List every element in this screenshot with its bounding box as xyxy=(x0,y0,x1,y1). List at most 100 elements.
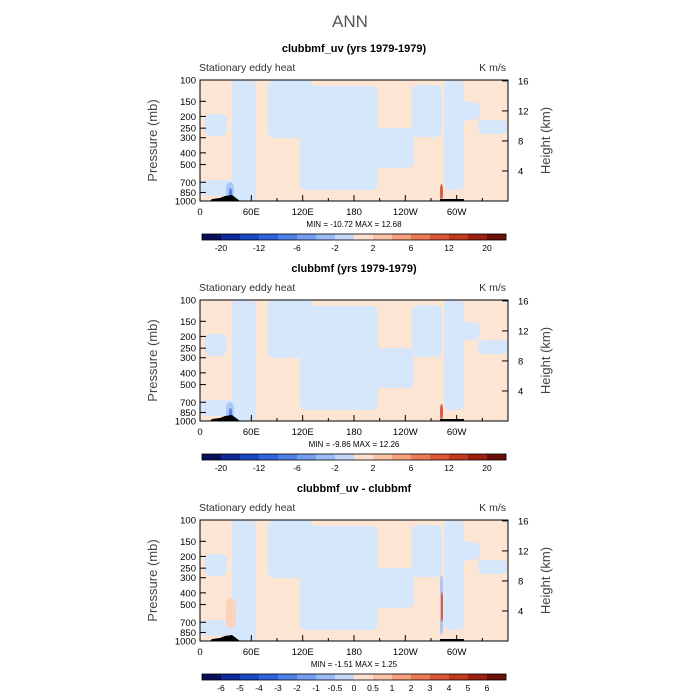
colorbar-swatch xyxy=(259,234,279,240)
colorbar-swatch xyxy=(411,234,431,240)
y-right-tick-label: 12 xyxy=(518,326,529,337)
negative-region xyxy=(460,322,480,340)
colorbar-label: 3 xyxy=(428,683,433,693)
y-tick-label: 700 xyxy=(180,398,196,409)
colorbar-swatch xyxy=(392,454,412,460)
positive-anomaly xyxy=(226,598,236,628)
colorbar-swatch xyxy=(487,674,507,680)
colorbar-swatch xyxy=(221,674,241,680)
topography xyxy=(440,199,464,201)
y-right-tick-label: 16 xyxy=(518,296,529,307)
colorbar-swatch xyxy=(430,234,450,240)
y-right-tick-label: 16 xyxy=(518,76,529,87)
colorbar-swatch xyxy=(316,454,336,460)
topography xyxy=(440,639,464,641)
negative-region xyxy=(372,348,414,388)
y-tick-label: 300 xyxy=(180,133,196,144)
y-tick-label: 250 xyxy=(180,124,196,135)
colorbar-frame xyxy=(201,453,507,461)
colorbar-swatch xyxy=(316,234,336,240)
positive-core xyxy=(440,184,443,200)
colorbar-swatch xyxy=(278,234,298,240)
x-tick-label: 60W xyxy=(447,427,467,438)
y-right-tick-label: 12 xyxy=(518,106,529,117)
y-tick-label: 1000 xyxy=(175,637,196,648)
colorbar-swatch xyxy=(335,454,355,460)
contour-field xyxy=(200,520,508,641)
x-tick-label: 60W xyxy=(447,207,467,218)
x-tick-label: 120E xyxy=(292,207,314,218)
negative-region xyxy=(412,525,442,577)
colorbar-swatch xyxy=(487,454,507,460)
colorbar-label: -2 xyxy=(293,683,301,693)
colorbar-swatch xyxy=(487,234,507,240)
colorbar-swatch xyxy=(468,674,488,680)
y-right-axis-label: Height (km) xyxy=(538,547,553,614)
x-tick-label: 0 xyxy=(197,647,202,658)
negative-region xyxy=(372,128,414,168)
min-max-label: MIN = -10.72 MAX = 12.68 xyxy=(306,220,402,229)
x-tick-label: 120W xyxy=(393,647,418,658)
colorbar-label: -6 xyxy=(293,463,301,473)
colorbar-swatch xyxy=(259,454,279,460)
negative-region xyxy=(478,340,508,354)
colorbar-label: 6 xyxy=(409,243,414,253)
x-tick-label: 120W xyxy=(393,427,418,438)
colorbar-label: -20 xyxy=(215,243,228,253)
negative-region xyxy=(300,306,378,410)
colorbar-swatch xyxy=(221,454,241,460)
y-tick-label: 200 xyxy=(180,112,196,123)
negative-region xyxy=(232,300,256,421)
y-tick-label: 100 xyxy=(180,516,196,527)
y-right-tick-label: 8 xyxy=(518,356,523,367)
colorbar-swatch xyxy=(221,234,241,240)
y-tick-label: 400 xyxy=(180,588,196,599)
panel-title: clubbmf (yrs 1979-1979) xyxy=(291,263,417,275)
y-tick-label: 250 xyxy=(180,344,196,355)
colorbar-label: 2 xyxy=(371,463,376,473)
negative-region xyxy=(205,114,227,136)
x-tick-label: 120E xyxy=(292,647,314,658)
colorbar-label: 2 xyxy=(371,243,376,253)
negative-region xyxy=(300,86,378,190)
y-tick-label: 500 xyxy=(180,380,196,391)
colorbar-label: -2 xyxy=(331,243,339,253)
colorbar-swatch xyxy=(297,674,317,680)
x-tick-label: 60E xyxy=(243,207,260,218)
y-right-tick-label: 12 xyxy=(518,546,529,557)
colorbar-swatch xyxy=(259,674,279,680)
y-right-axis-label: Height (km) xyxy=(538,327,553,394)
colorbar-label: 2 xyxy=(409,683,414,693)
y-tick-label: 500 xyxy=(180,600,196,611)
y-right-tick-label: 8 xyxy=(518,576,523,587)
y-tick-label: 700 xyxy=(180,618,196,629)
colorbar-swatch xyxy=(449,674,469,680)
negative-region xyxy=(205,554,227,576)
x-tick-label: 180 xyxy=(346,427,362,438)
colorbar-swatch xyxy=(354,674,374,680)
y-tick-label: 1000 xyxy=(175,197,196,208)
y-axis-label: Pressure (mb) xyxy=(145,99,160,181)
colorbar-swatch xyxy=(240,454,260,460)
topography xyxy=(440,419,464,421)
colorbar-label: 12 xyxy=(444,243,454,253)
x-tick-label: 60E xyxy=(243,427,260,438)
y-tick-label: 150 xyxy=(180,537,196,548)
y-tick-label: 200 xyxy=(180,552,196,563)
panel-1: clubbmf_uv (yrs 1979-1979) Stationary edd… xyxy=(145,43,553,253)
colorbar-label: -1 xyxy=(312,683,320,693)
y-tick-label: 850 xyxy=(180,628,196,639)
x-tick-label: 60W xyxy=(447,647,467,658)
y-right-tick-label: 4 xyxy=(518,166,523,177)
colorbar-swatch xyxy=(335,234,355,240)
y-axis-label: Pressure (mb) xyxy=(145,319,160,401)
panel-units-label: K m/s xyxy=(479,62,506,74)
negative-region xyxy=(460,542,480,560)
y-tick-label: 100 xyxy=(180,76,196,87)
colorbar-label: 5 xyxy=(466,683,471,693)
negative-region xyxy=(478,120,508,134)
y-tick-label: 700 xyxy=(180,178,196,189)
colorbar-label: 20 xyxy=(482,463,492,473)
negative-region xyxy=(300,526,378,630)
